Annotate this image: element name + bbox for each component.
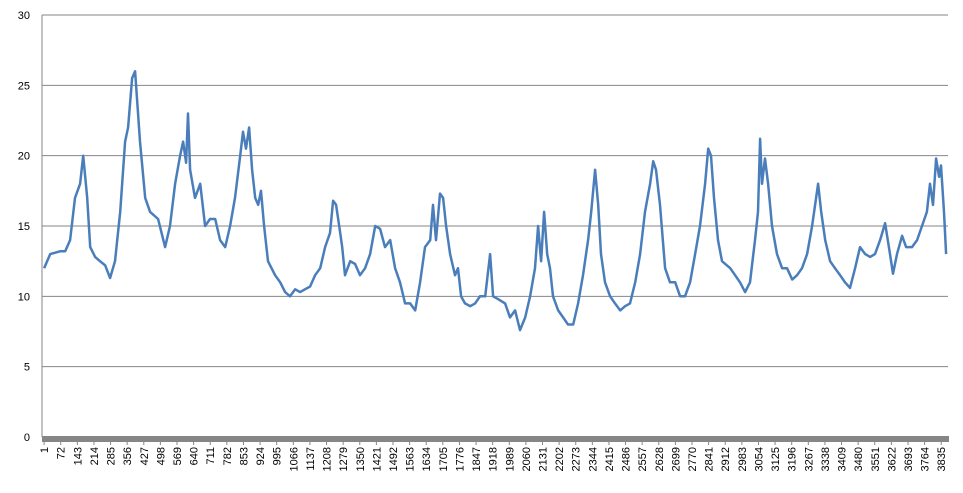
x-tick-label: 640 (189, 447, 201, 465)
x-tick-label: 1776 (454, 447, 466, 471)
x-tick-label: 1066 (288, 447, 300, 471)
y-tick-label: 15 (18, 221, 30, 233)
x-tick-label: 1137 (305, 447, 317, 471)
x-tick-label: 1279 (338, 447, 350, 471)
x-tick-label: 1918 (488, 447, 500, 471)
data-line (42, 70, 948, 332)
x-tick-label: 3835 (936, 447, 948, 471)
x-tick-label: 1989 (504, 447, 516, 471)
x-tick-label: 72 (56, 447, 68, 459)
x-tick-label: 924 (255, 447, 267, 465)
x-tick-label: 2912 (720, 447, 732, 471)
x-tick-label: 3764 (920, 447, 932, 471)
x-tick-label: 1847 (471, 447, 483, 471)
x-tick-label: 1563 (405, 447, 417, 471)
x-tick-label: 3480 (853, 447, 865, 471)
x-axis (42, 436, 949, 442)
x-tick-label: 2699 (670, 447, 682, 471)
x-tick-label: 214 (89, 447, 101, 465)
x-tick-label: 3622 (886, 447, 898, 471)
x-tick-label: 1350 (355, 447, 367, 471)
x-tick-label: 2841 (704, 447, 716, 471)
x-tick-label: 2273 (571, 447, 583, 471)
x-tick-label: 2628 (654, 447, 666, 471)
x-tick-label: 1208 (322, 447, 334, 471)
x-tick-label: 2557 (637, 447, 649, 471)
y-tick-label: 25 (18, 80, 30, 92)
x-tick-label: 2486 (621, 447, 633, 471)
x-tick-label: 2415 (604, 447, 616, 471)
x-tick-label: 356 (122, 447, 134, 465)
x-tick-label: 853 (238, 447, 250, 465)
x-tick-label: 2202 (554, 447, 566, 471)
y-tick-label: 0 (24, 432, 30, 444)
x-tick-label: 3267 (803, 447, 815, 471)
x-tick-label: 995 (272, 447, 284, 465)
x-tick-label: 1421 (371, 447, 383, 471)
x-tick-label: 2344 (587, 447, 599, 471)
x-tick-label: 569 (172, 447, 184, 465)
x-tick-label: 3196 (787, 447, 799, 471)
y-tick-label: 10 (18, 291, 30, 303)
x-tick-label: 1492 (388, 447, 400, 471)
y-tick-label: 5 (24, 362, 30, 374)
x-tick-label: 2131 (537, 447, 549, 471)
y-tick-label: 20 (18, 151, 30, 163)
x-tick-label: 3054 (753, 447, 765, 471)
x-tick-label: 711 (205, 447, 217, 465)
x-tick-label: 1634 (421, 447, 433, 471)
x-tick-label: 498 (155, 447, 167, 465)
x-tick-label: 285 (106, 447, 118, 465)
x-tick-label: 3125 (770, 447, 782, 471)
x-tick-label: 3551 (870, 447, 882, 471)
x-tick-label: 1705 (438, 447, 450, 471)
x-tick-label: 3409 (837, 447, 849, 471)
x-tick-label: 427 (139, 447, 151, 465)
x-tick-label: 2770 (687, 447, 699, 471)
x-tick-label: 782 (222, 447, 234, 465)
x-tick-label: 2060 (521, 447, 533, 471)
x-tick-label: 1 (39, 447, 51, 453)
x-tick-label: 143 (72, 447, 84, 465)
y-tick-label: 30 (18, 10, 30, 22)
x-tick-label: 3693 (903, 447, 915, 471)
x-tick-label: 2983 (737, 447, 749, 471)
x-tick-label: 3338 (820, 447, 832, 471)
